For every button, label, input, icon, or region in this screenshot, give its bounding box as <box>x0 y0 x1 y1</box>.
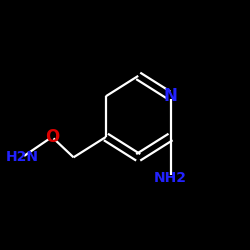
Text: O: O <box>45 128 59 146</box>
Text: N: N <box>164 87 177 105</box>
Text: H2N: H2N <box>6 150 38 164</box>
Text: NH2: NH2 <box>154 171 187 185</box>
